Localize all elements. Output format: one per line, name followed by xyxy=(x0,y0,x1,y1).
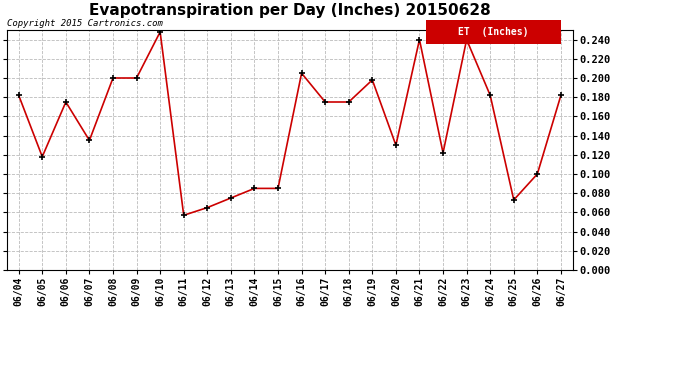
Title: Evapotranspiration per Day (Inches) 20150628: Evapotranspiration per Day (Inches) 2015… xyxy=(89,3,491,18)
Text: Copyright 2015 Cartronics.com: Copyright 2015 Cartronics.com xyxy=(7,19,163,28)
